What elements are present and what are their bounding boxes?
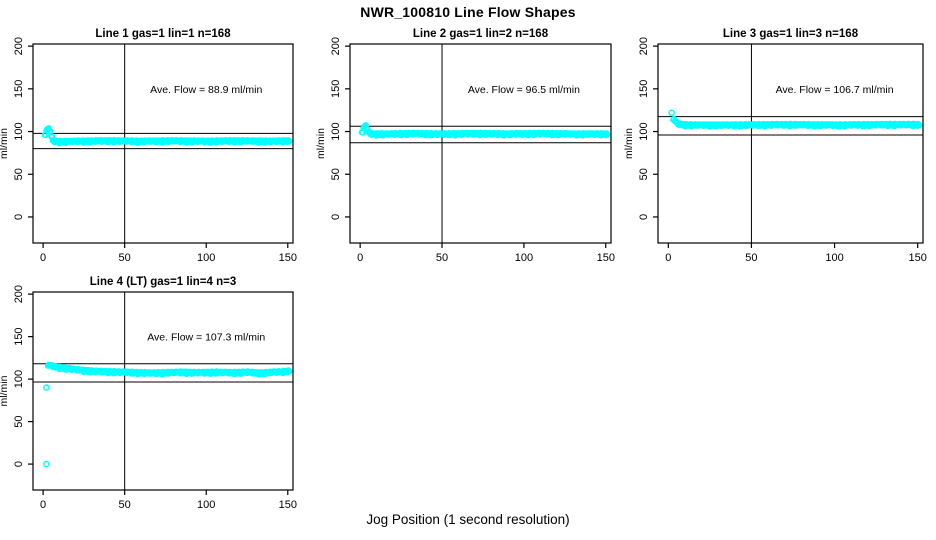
y-tick-label: 0 [13, 461, 25, 467]
data-points [43, 361, 293, 468]
x-tick-label: 50 [119, 252, 131, 264]
panel-title: Line 1 gas=1 lin=1 n=168 [95, 28, 231, 40]
figure-title: NWR_100810 Line Flow Shapes [360, 4, 576, 20]
average-flow-annotation: Ave. Flow = 96.5 ml/min [468, 84, 580, 96]
panel-line-3: 0 50 100 150 0 50 100 150 200 ml/min Line 3 gas=1 … [623, 28, 927, 264]
y-tick-label: 200 [13, 285, 25, 303]
x-tick-label: 0 [357, 252, 363, 264]
y-tick-label: 150 [13, 327, 25, 345]
y-tick-label: 0 [330, 214, 342, 220]
panel-line-4: 0 50 100 150 0 50 100 150 200 ml/min Line 4 (LT) g… [0, 276, 297, 511]
x-tick-label: 0 [665, 252, 671, 264]
y-tick-label: 0 [638, 214, 650, 220]
data-points [41, 125, 293, 147]
x-tick-label: 100 [515, 252, 533, 264]
y-tick-label: 150 [330, 80, 342, 98]
y-tick-label: 50 [13, 168, 25, 180]
y-tick-label: 200 [638, 37, 650, 55]
outlier-point [43, 460, 50, 468]
y-tick-label: 50 [638, 168, 650, 180]
data-points [668, 109, 923, 130]
x-tick-label: 0 [40, 499, 46, 511]
y-tick-label: 200 [13, 37, 25, 55]
x-tick-label: 50 [436, 252, 448, 264]
panel-line-1: 0 50 100 150 0 50 100 150 200 ml/min Line 1 gas=1 … [0, 28, 297, 264]
x-tick-label: 100 [197, 252, 215, 264]
x-tick-label: 0 [40, 252, 46, 264]
x-tick-label: 100 [825, 252, 843, 264]
x-axis-label: Jog Position (1 second resolution) [366, 512, 570, 527]
y-axis-label: ml/min [0, 375, 10, 406]
y-tick-label: 200 [330, 37, 342, 55]
y-tick-label: 100 [638, 122, 650, 140]
data-points [358, 122, 611, 139]
panel-line-2: 0 50 100 150 0 50 100 150 200 ml/min Line 2 gas=1 … [315, 28, 615, 264]
x-tick-label: 50 [119, 499, 131, 511]
y-tick-label: 100 [13, 370, 25, 388]
plot-box [32, 291, 294, 491]
plot-box [349, 43, 612, 244]
y-axis-label: ml/min [0, 128, 10, 159]
x-tick-label: 150 [279, 252, 297, 264]
y-tick-label: 150 [638, 80, 650, 98]
y-tick-label: 50 [330, 168, 342, 180]
outlier-point [43, 384, 50, 391]
panel-title: Line 4 (LT) gas=1 lin=4 n=3 [90, 276, 236, 288]
panel-title: Line 3 gas=1 lin=3 n=168 [723, 28, 859, 40]
y-tick-label: 150 [13, 80, 25, 98]
average-flow-annotation: Ave. Flow = 107.3 ml/min [147, 332, 265, 344]
y-tick-label: 50 [13, 415, 25, 427]
x-tick-label: 150 [597, 252, 615, 264]
average-flow-annotation: Ave. Flow = 88.9 ml/min [150, 84, 262, 96]
y-tick-label: 100 [13, 122, 25, 140]
outlier-point [668, 109, 675, 117]
y-axis-label: ml/min [315, 128, 327, 159]
x-tick-label: 50 [745, 252, 757, 264]
y-tick-label: 0 [13, 214, 25, 220]
y-axis-label: ml/min [623, 128, 635, 159]
x-tick-label: 150 [909, 252, 927, 264]
plot-box [32, 43, 294, 244]
average-flow-annotation: Ave. Flow = 106.7 ml/min [776, 84, 894, 96]
x-tick-label: 100 [197, 499, 215, 511]
panel-title: Line 2 gas=1 lin=2 n=168 [413, 28, 549, 40]
plot-box [657, 43, 924, 244]
y-tick-label: 100 [330, 122, 342, 140]
x-tick-label: 150 [279, 499, 297, 511]
